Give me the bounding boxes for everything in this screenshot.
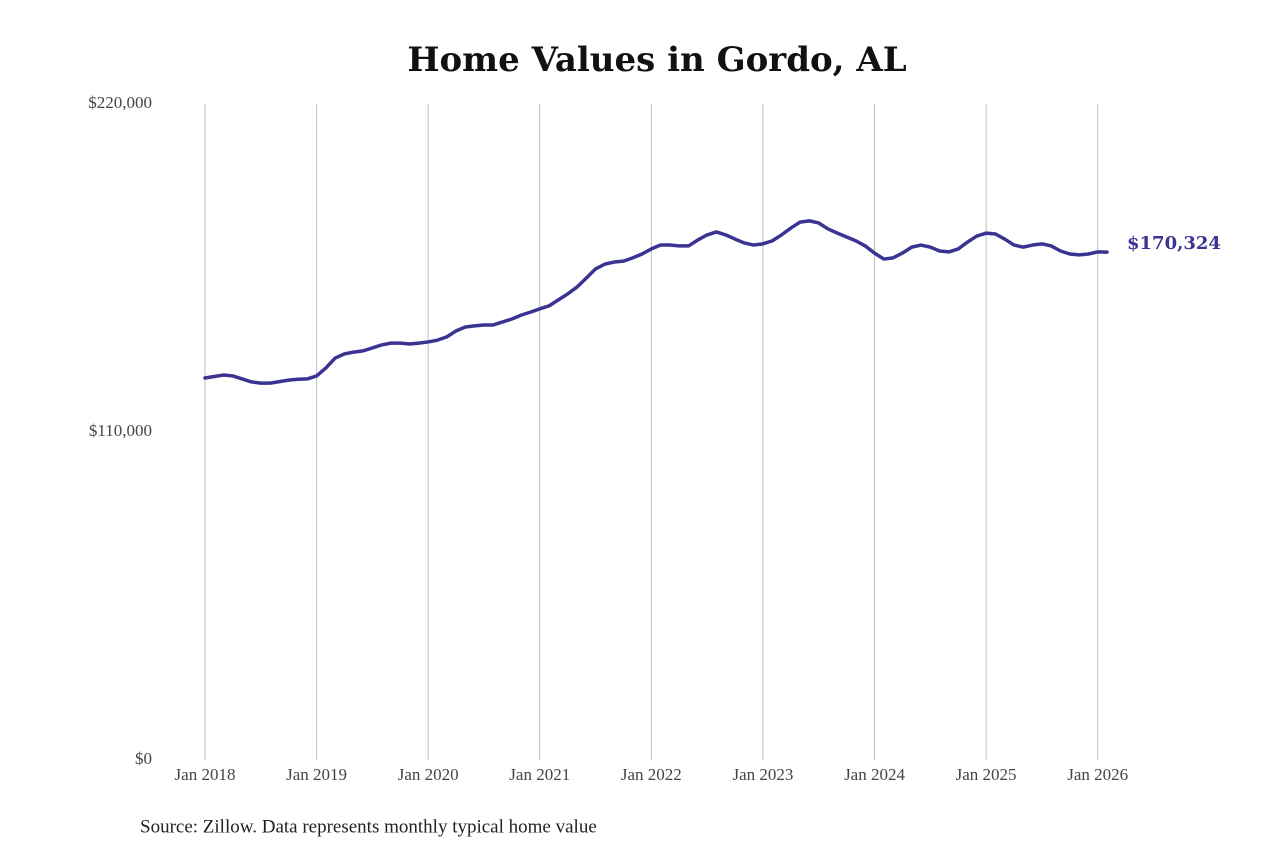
- x-tick-label: Jan 2021: [509, 765, 570, 784]
- x-tick-label: Jan 2018: [175, 765, 236, 784]
- x-tick-label: Jan 2026: [1067, 765, 1128, 784]
- x-tick-label: Jan 2025: [956, 765, 1017, 784]
- x-tick-label: Jan 2020: [398, 765, 459, 784]
- x-tick-label: Jan 2024: [844, 765, 905, 784]
- y-tick-label: $0: [135, 749, 152, 768]
- x-tick-label: Jan 2022: [621, 765, 682, 784]
- chart-title: Home Values in Gordo, AL: [407, 40, 906, 80]
- x-tick-label: Jan 2019: [286, 765, 347, 784]
- end-value-label: $170,324: [1127, 233, 1221, 254]
- line-series: [203, 219, 1109, 385]
- source-note: Source: Zillow. Data represents monthly …: [140, 816, 597, 837]
- x-tick-label: Jan 2023: [732, 765, 793, 784]
- y-tick-label: $110,000: [89, 421, 152, 440]
- y-tick-label: $220,000: [88, 93, 152, 112]
